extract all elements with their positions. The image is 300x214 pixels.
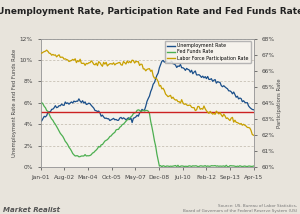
Text: Source: US. Bureau of Labor Statistics,
Board of Governors of the Federal Reserv: Source: US. Bureau of Labor Statistics, … <box>183 204 297 213</box>
Y-axis label: Participations Rate: Participations Rate <box>277 78 282 128</box>
Text: Market Realist: Market Realist <box>3 207 60 213</box>
Y-axis label: Unemployment Rate and Fed Funds Rate: Unemployment Rate and Fed Funds Rate <box>12 49 17 157</box>
Legend: Unemployment Rate, Fed Funds Rate, Labor Force Participation Rate: Unemployment Rate, Fed Funds Rate, Labor… <box>164 41 251 63</box>
Text: Unemployment Rate, Participation Rate and Fed Funds Rate: Unemployment Rate, Participation Rate an… <box>0 7 300 16</box>
